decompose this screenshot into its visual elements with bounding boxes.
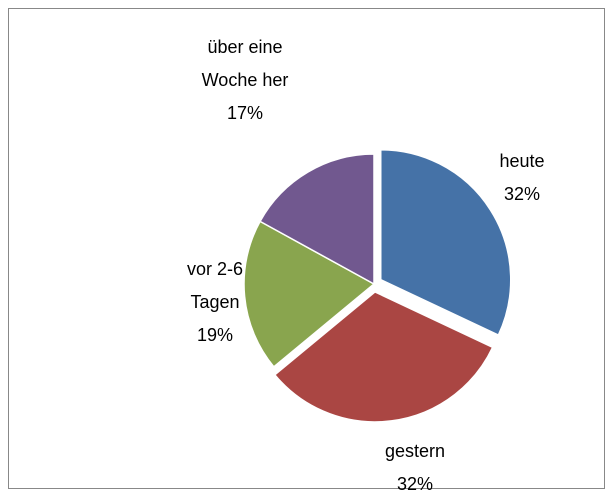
slice-label: über eine Woche her 17% [193,31,297,130]
value-label: 32% [396,474,434,494]
slice-label: gestern 32% [363,435,467,496]
value-label: 19% [196,325,234,345]
slice-label: vor 2-6 Tagen 19% [163,253,267,352]
value-label: 17% [226,103,264,123]
pie-slice [380,148,512,337]
category-label: über eine Woche her [201,37,289,90]
pie-slice [243,220,376,368]
value-label: 32% [503,184,541,204]
pie-slice [273,291,494,423]
category-label: gestern [384,441,446,461]
category-label: vor 2-6 Tagen [186,259,244,312]
pie-slice [259,153,375,286]
category-label: heute [499,151,545,171]
slice-label: heute 32% [470,145,574,211]
